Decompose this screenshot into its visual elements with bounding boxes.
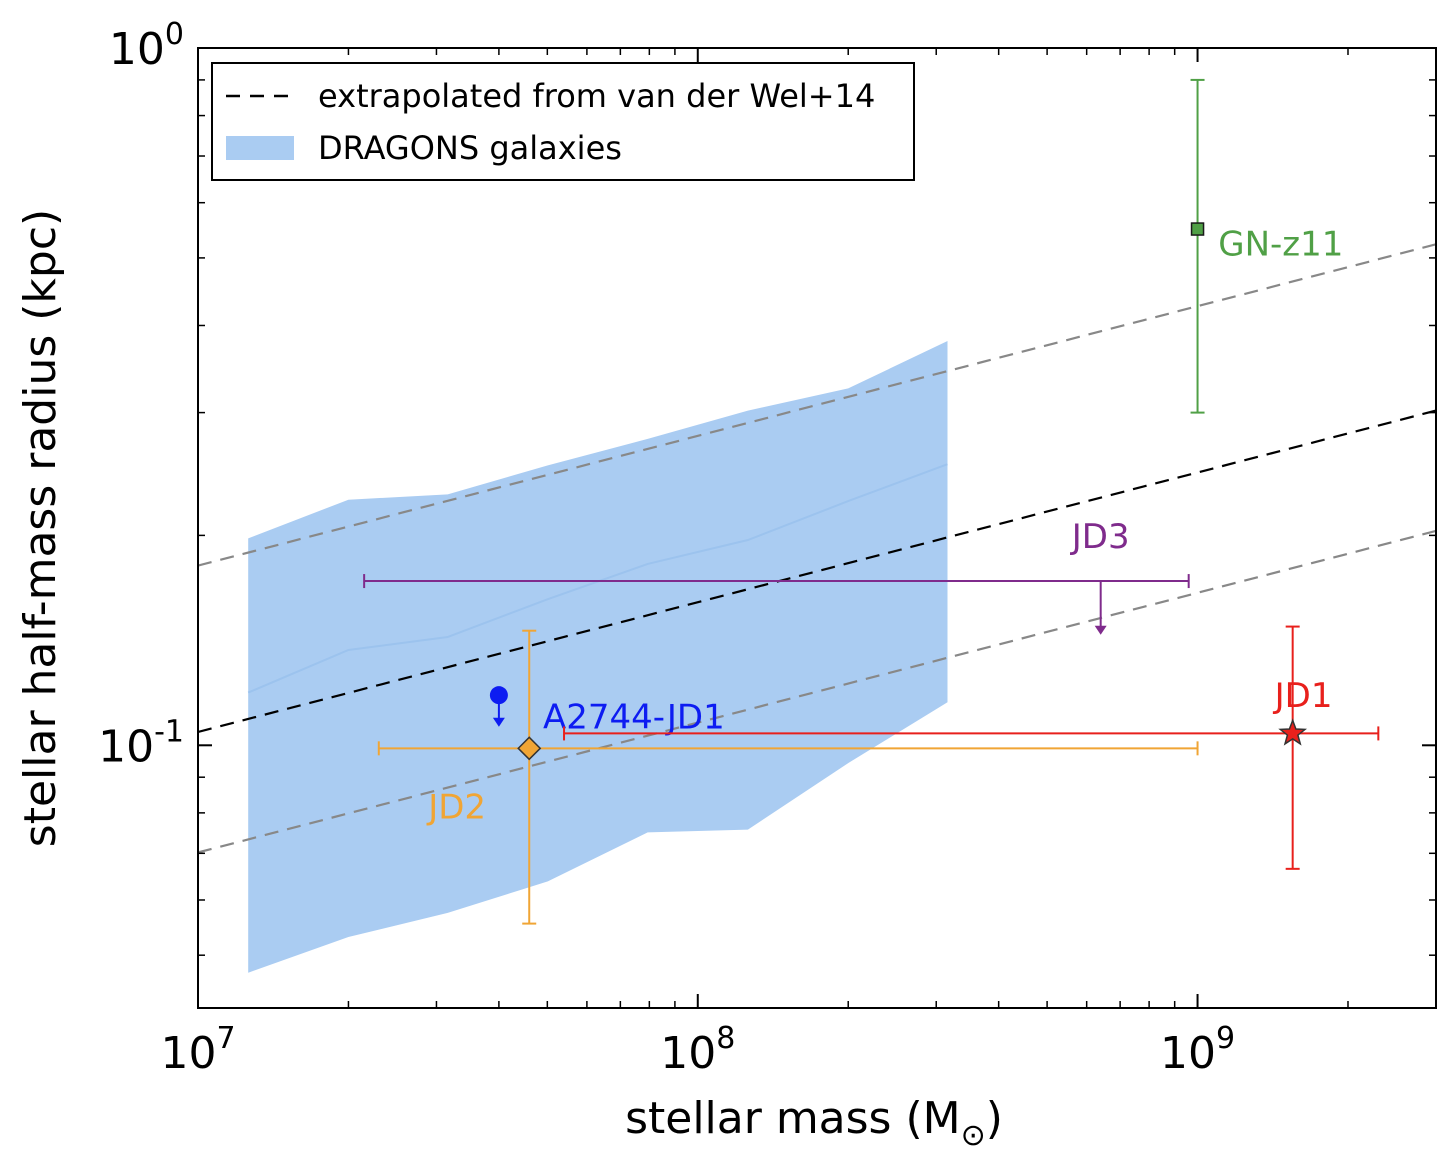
legend-band-swatch — [226, 136, 294, 160]
point-a2744-jd1: A2744-JD1 — [489, 686, 725, 738]
x-tick-label: 107 — [160, 1021, 235, 1079]
jd3-limit-arrow — [1094, 625, 1107, 635]
point-jd3: JD3 — [363, 517, 1190, 635]
legend-label-van-der-wel: extrapolated from van der Wel+14 — [318, 77, 875, 115]
legend: extrapolated from van der Wel+14 DRAGONS… — [211, 62, 915, 181]
label-jd1: JD1 — [1273, 676, 1333, 716]
dragons-band — [248, 341, 948, 973]
label-jd2: JD2 — [426, 788, 486, 828]
x-tick-label: 108 — [660, 1021, 735, 1079]
legend-box — [211, 62, 915, 181]
tick-labels: 107 108 109 10-1 100 — [98, 17, 1235, 1079]
label-jd3: JD3 — [1070, 517, 1130, 557]
gn-z11-marker — [1190, 222, 1205, 236]
point-gn-z11: GN-z11 — [1190, 78, 1343, 414]
jd2-marker — [517, 736, 542, 761]
y-axis-label: stellar half-mass radius (kpc) — [15, 209, 66, 847]
x-tick-label: 109 — [1160, 1021, 1235, 1079]
y-tick-label: 10-1 — [98, 714, 184, 772]
label-a2744-jd1: A2744-JD1 — [543, 698, 725, 738]
axis-ticks — [197, 47, 1437, 1008]
plot-frame — [197, 47, 1437, 1009]
legend-label-dragons: DRAGONS galaxies — [318, 129, 622, 167]
point-jd1: JD1 — [563, 625, 1380, 870]
point-jd2: JD2 — [377, 629, 1199, 925]
relation-line-scatter-2 — [198, 529, 1436, 854]
label-gn-z11: GN-z11 — [1218, 225, 1343, 265]
a2744-jd1-marker — [489, 686, 508, 705]
a2744-jd1-limit-arrow — [492, 717, 505, 727]
x-axis-label: stellar mass (M⊙) — [625, 1093, 1003, 1153]
y-tick-label: 100 — [109, 17, 184, 75]
jd1-marker — [1278, 718, 1308, 746]
relation-line-scatter-1 — [198, 243, 1436, 567]
relation-lines — [198, 243, 1436, 854]
data-points: GN-z11 JD3 A2744-JD1 JD2 JD1 — [363, 78, 1380, 925]
relation-line-van-der-wel — [198, 409, 1436, 734]
